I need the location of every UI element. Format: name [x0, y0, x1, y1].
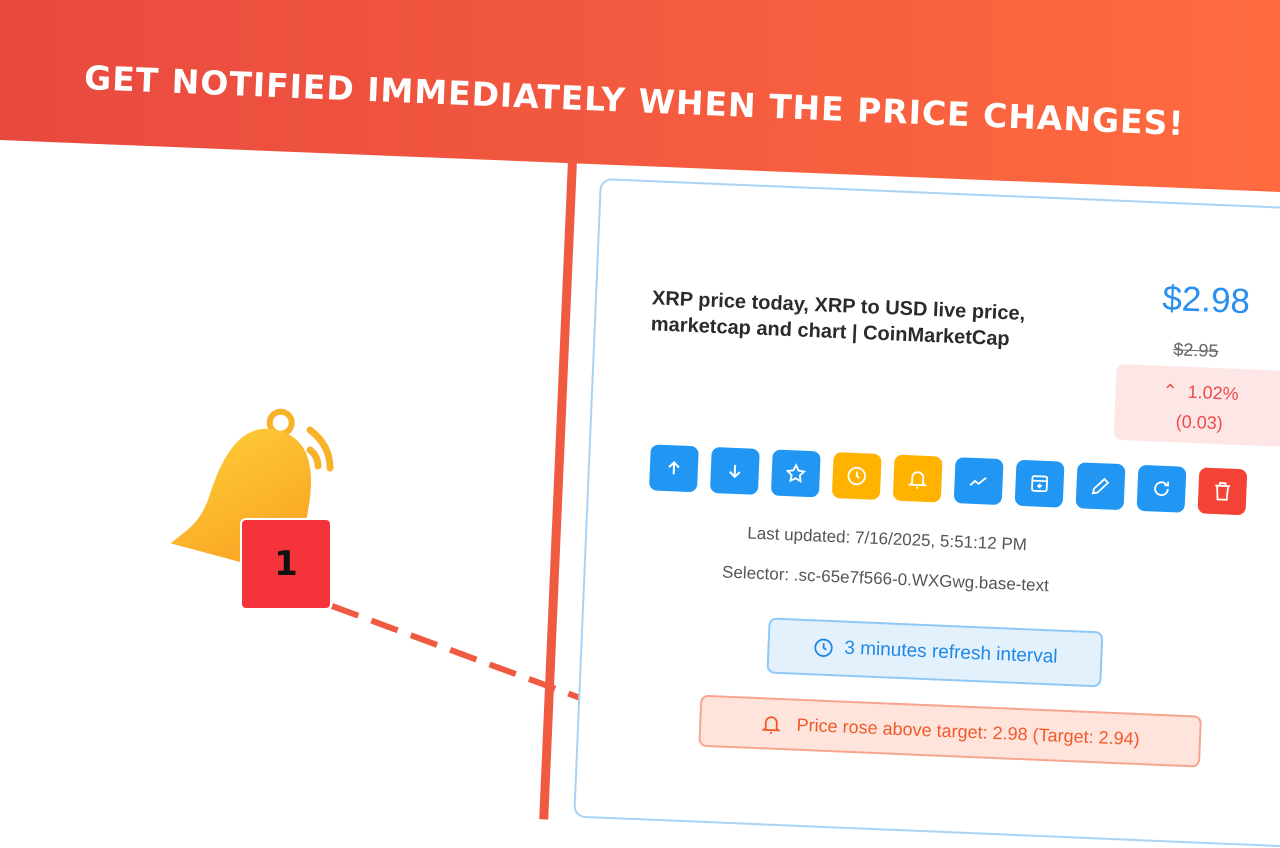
price-change-badge: ⌃ 1.02% (0.03) [1113, 363, 1280, 447]
price-tracker-card: XRP price today, XRP to USD live price, … [573, 178, 1280, 848]
refresh-interval-label: 3 minutes refresh interval [843, 637, 1058, 668]
move-up-button[interactable] [648, 444, 699, 493]
archive-icon [1031, 475, 1049, 493]
action-toolbar [648, 444, 1248, 516]
refresh-icon [1154, 481, 1170, 496]
bell-icon [761, 716, 781, 734]
delete-button[interactable] [1197, 467, 1248, 516]
refresh-interval-badge[interactable]: 3 minutes refresh interval [766, 617, 1104, 688]
edit-button[interactable] [1075, 462, 1126, 511]
alert-button[interactable] [892, 454, 943, 503]
star-icon [785, 463, 807, 483]
move-down-button[interactable] [709, 446, 760, 495]
price-alert: Price rose above target: 2.98 (Target: 2… [698, 694, 1203, 768]
favorite-button[interactable] [770, 449, 821, 498]
notification-badge: 1 [240, 518, 332, 610]
refresh-button[interactable] [1136, 464, 1187, 513]
clock-icon [814, 638, 833, 657]
arrow-up-icon [668, 460, 680, 475]
current-price: $2.98 [1161, 278, 1251, 322]
previous-price: $2.95 [1172, 339, 1219, 362]
page-title: XRP price today, XRP to USD live price, … [650, 287, 1026, 351]
arrow-down-icon [729, 464, 741, 479]
trash-icon [1215, 482, 1231, 501]
interval-button[interactable] [831, 452, 882, 500]
change-amount: (0.03) [1175, 411, 1224, 434]
alert-message: Price rose above target: 2.98 (Target: 2… [796, 714, 1141, 749]
pencil-icon [1091, 477, 1110, 495]
archive-button[interactable] [1014, 459, 1065, 508]
change-percent: 1.02% [1187, 381, 1240, 404]
selector-text: Selector: .sc-65e7f566-0.WXGwg.base-text [721, 562, 1050, 596]
bell-icon [907, 471, 927, 489]
chevron-up-icon: ⌃ [1162, 380, 1179, 402]
chart-button[interactable] [953, 457, 1004, 506]
chart-icon [969, 477, 987, 487]
clock-icon [847, 466, 866, 486]
last-updated: Last updated: 7/16/2025, 5:51:12 PM [746, 523, 1028, 555]
